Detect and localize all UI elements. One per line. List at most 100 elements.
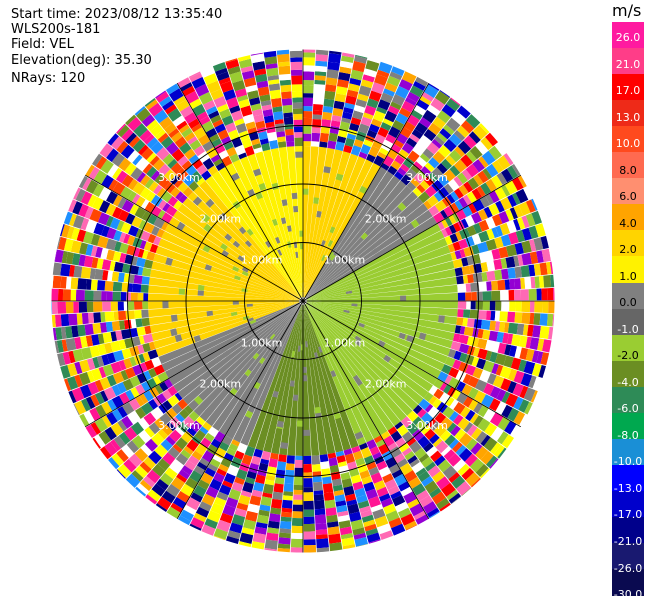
ray-noise-gate: [293, 113, 303, 120]
ray-noise-gate: [264, 56, 278, 65]
ray-noise-gate: [167, 158, 178, 169]
ray-noise-gate: [202, 158, 215, 170]
ray-noise-gate: [193, 485, 207, 498]
ray-noise-gate: [283, 483, 294, 492]
ray-noise-gate: [523, 387, 536, 402]
ray-noise-gate: [264, 548, 277, 552]
ray-noise-gate: [89, 407, 101, 422]
ray-noise-gate: [113, 311, 119, 321]
ray-noise-gate: [141, 276, 150, 285]
ray-speckle-gate: [193, 335, 202, 343]
ray-noise-gate: [198, 134, 210, 146]
ray-noise-gate: [203, 100, 216, 111]
ray-speckle-gate: [221, 250, 229, 257]
ray-noise-gate: [347, 503, 360, 515]
ray-noise-gate: [187, 136, 198, 145]
ray-noise-gate: [191, 450, 203, 461]
colorbar-swatch: [612, 386, 644, 414]
ray-noise-gate: [514, 346, 522, 359]
ray-noise-gate: [366, 439, 377, 450]
ray-noise-gate: [137, 292, 144, 301]
ray-noise-gate: [400, 513, 415, 526]
ray-noise-gate: [332, 478, 342, 487]
colorbar-tick-label: 8.0: [619, 163, 637, 177]
ray-clean-gate: [306, 302, 442, 379]
ray-noise-gate: [449, 399, 459, 410]
ray-speckle-gate: [303, 429, 311, 436]
ray-noise-gate: [345, 493, 357, 502]
ray-noise-gate: [525, 336, 532, 349]
ray-noise-gate: [101, 291, 107, 301]
ray-noise-gate: [234, 144, 246, 156]
ray-noise-gate: [364, 523, 377, 532]
ray-noise-gate: [185, 477, 199, 490]
ray-noise-gate: [124, 367, 136, 379]
ray-speckle-gate: [197, 290, 204, 296]
ray-noise-gate: [279, 528, 291, 534]
ray-noise-gate: [327, 140, 337, 150]
ray-speckle-gate: [246, 303, 253, 307]
ray-noise-gate: [143, 475, 156, 488]
ray-noise-gate: [491, 160, 504, 174]
ray-noise-gate: [315, 60, 328, 67]
ray-speckle-gate: [314, 406, 321, 414]
ray-noise-gate: [504, 420, 517, 435]
ray-noise-gate: [88, 312, 95, 324]
ray-noise-gate: [107, 164, 119, 177]
ray-noise-gate: [388, 463, 401, 474]
ray-noise-gate: [539, 262, 548, 276]
ray-noise-gate: [196, 416, 206, 426]
ray-noise-gate: [278, 65, 291, 75]
ray-noise-gate: [533, 313, 541, 326]
ray-noise-gate: [92, 437, 101, 449]
ray-noise-gate: [140, 402, 154, 415]
ray-noise-gate: [505, 244, 517, 257]
ray-noise-gate: [159, 412, 172, 426]
ray-noise-gate: [465, 114, 481, 129]
ray-noise-gate: [437, 459, 451, 473]
ray-noise-gate: [215, 162, 226, 171]
ray-noise-gate: [130, 421, 144, 436]
ray-noise-gate: [251, 541, 265, 550]
ray-noise-gate: [272, 491, 283, 501]
ray-noise-gate: [325, 84, 337, 92]
ray-noise-gate: [413, 404, 423, 415]
ray-clean-gate: [278, 146, 303, 297]
ray-clean-gate: [307, 284, 458, 301]
ray-noise-gate: [60, 276, 67, 289]
ray-clean-gate: [306, 253, 453, 300]
ray-speckle-gate: [266, 367, 273, 375]
ray-speckle-gate: [249, 370, 257, 378]
ray-noise-gate: [452, 212, 460, 223]
ray-noise-gate: [241, 454, 253, 466]
ray-noise-gate: [197, 479, 210, 490]
ray-noise-gate: [513, 396, 524, 410]
ray-noise-gate: [315, 49, 329, 56]
ray-noise-gate: [290, 61, 303, 71]
ray-noise-gate: [515, 188, 529, 204]
ray-noise-gate: [72, 201, 83, 215]
ray-clean-gate: [304, 153, 359, 298]
ray-noise-gate: [521, 240, 532, 254]
ray-noise-gate: [154, 444, 168, 458]
ray-noise-gate: [181, 160, 193, 171]
ray-noise-gate: [75, 188, 86, 202]
ray-clean-gate: [306, 237, 448, 300]
ray-clean-gate: [306, 303, 424, 405]
ray-noise-gate: [104, 280, 114, 291]
ray-noise-gate: [481, 150, 496, 166]
ray-noise-gate: [416, 99, 430, 111]
ray-noise-gate: [463, 422, 474, 433]
ray-noise-gate: [191, 76, 206, 89]
ray-speckle-gate: [232, 240, 241, 248]
ray-noise-gate: [74, 374, 83, 388]
ray-noise-gate: [460, 406, 471, 418]
ray-clean-gate: [168, 217, 300, 299]
ray-noise-gate: [316, 547, 330, 553]
ray-noise-gate: [382, 473, 394, 484]
ray-noise-gate: [224, 452, 234, 461]
ray-noise-gate: [294, 137, 303, 147]
ray-noise-gate: [239, 462, 250, 472]
ray-noise-gate: [52, 327, 57, 341]
colorbar-swatch: [612, 334, 644, 361]
